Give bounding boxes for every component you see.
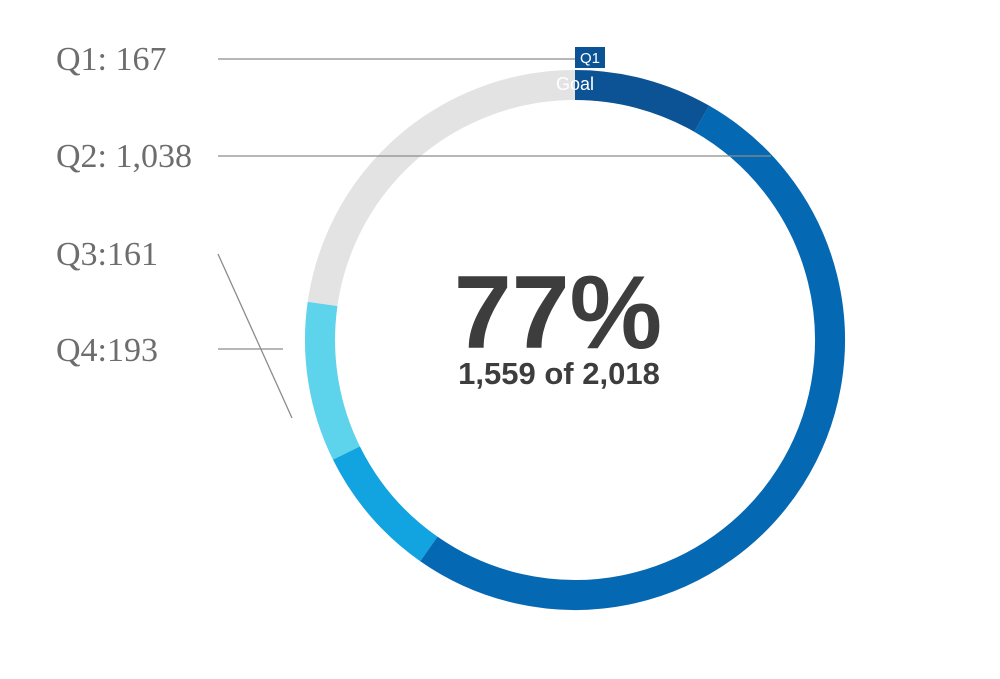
progress-arc-q3 [332, 446, 438, 562]
goal-label: Goal [556, 74, 594, 94]
series-label-q3: Q3:161 [56, 236, 158, 273]
series-label-q2: Q2: 1,038 [56, 138, 192, 175]
progress-arc-q1 [574, 70, 710, 132]
progress-arc-q2 [420, 105, 845, 610]
center-percent: 77% [454, 255, 662, 371]
arc-tag-q4: Q4 [284, 331, 301, 351]
series-label-q1: Q1: 167 [56, 41, 167, 78]
q1-tag-box [575, 47, 605, 68]
progress-arcs [305, 70, 845, 610]
arc-tag-q2: Q2 [728, 97, 754, 122]
arc-tag-q3: Q3 [311, 472, 335, 497]
progress-arc-q4 [305, 301, 360, 460]
series-label-q4: Q4:193 [56, 332, 158, 369]
leader-line-q3 [217, 253, 293, 419]
center-caption: 1,559 of 2,018 [458, 356, 660, 391]
arc-tag-q1: Q1 [580, 50, 600, 67]
